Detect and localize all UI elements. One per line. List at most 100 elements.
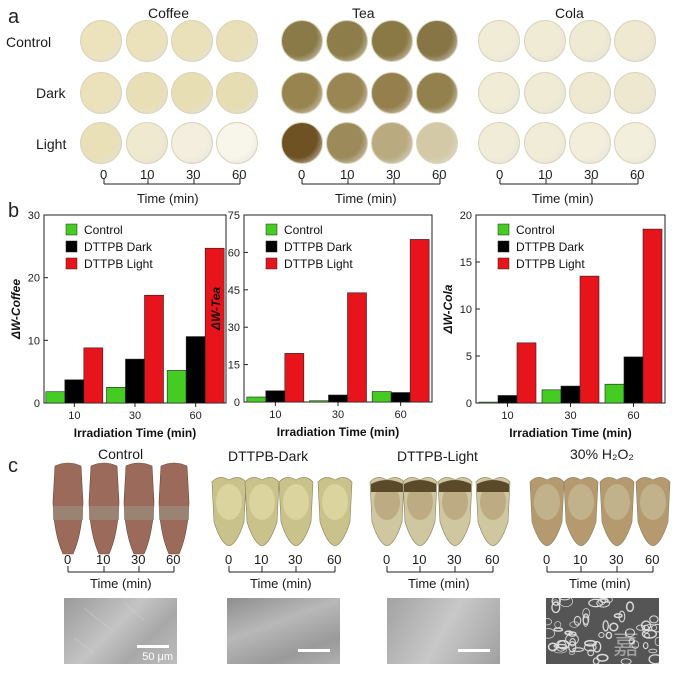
bar-dttpb-dark bbox=[623, 356, 644, 404]
cola-sample-disc bbox=[614, 20, 656, 62]
chart-2: 0 5 10 15 20 10 30 60 Irradiation Time (min) ΔW-C… bbox=[441, 210, 666, 440]
legend-swatch bbox=[65, 257, 78, 270]
coffee-sample-disc bbox=[171, 72, 213, 114]
dark-time-tick-label: 10 bbox=[254, 552, 269, 567]
cola-group-title: Cola bbox=[555, 5, 584, 21]
control-time-tick-label: 60 bbox=[166, 552, 181, 567]
y-tick-label: 15 bbox=[228, 360, 240, 372]
sem-image-h2o2: 嘉 bbox=[546, 598, 659, 664]
legend-label: Control bbox=[84, 223, 123, 237]
tea-sample-disc bbox=[371, 122, 413, 164]
tea-time-axis-label: Time (min) bbox=[335, 191, 397, 206]
y-axis-label: ΔW-Coffee bbox=[9, 279, 23, 340]
tooth-photo bbox=[244, 477, 280, 547]
bar-control bbox=[309, 400, 329, 403]
coffee-sample-disc bbox=[216, 72, 258, 114]
y-axis-label: ΔW-Cola bbox=[441, 284, 455, 334]
coffee-sample-disc bbox=[80, 20, 122, 62]
tea-time-tick-label: 60 bbox=[432, 167, 447, 182]
tooth-photo bbox=[369, 477, 405, 547]
bar-dttpb-light bbox=[347, 292, 367, 403]
tea-group-title: Tea bbox=[352, 5, 375, 21]
cola-sample-disc bbox=[614, 122, 656, 164]
y-tick-label: 10 bbox=[28, 335, 40, 347]
tooth-photo bbox=[158, 462, 190, 555]
dttpb-light-group-title: DTTPB-Light bbox=[397, 448, 478, 464]
scale-bar bbox=[137, 645, 169, 648]
x-tick-label: 10 bbox=[68, 410, 80, 422]
legend-swatch bbox=[497, 257, 510, 270]
bar-charts: 0 10 20 30 10 30 60 Irradiation Time (min) ΔW-Co… bbox=[9, 210, 666, 440]
tooth-photo bbox=[437, 477, 473, 547]
panel-a-label: a bbox=[8, 6, 20, 28]
bar-control bbox=[166, 370, 187, 404]
tooth-photo bbox=[52, 462, 84, 555]
tea-sample-disc bbox=[371, 72, 413, 114]
x-tick-label: 10 bbox=[269, 409, 281, 421]
coffee-time-tick-label: 10 bbox=[140, 167, 155, 182]
h2o2-time-tick-label: 0 bbox=[543, 552, 551, 567]
legend-label: DTTPB Light bbox=[516, 257, 585, 271]
tooth-photo bbox=[211, 477, 247, 547]
cola-sample-disc bbox=[524, 20, 566, 62]
coffee-sample-disc bbox=[126, 20, 168, 62]
x-tick-label: 30 bbox=[332, 409, 344, 421]
tooth-photo bbox=[123, 462, 155, 555]
tooth-photo bbox=[88, 462, 120, 555]
y-tick-label: 30 bbox=[28, 210, 40, 222]
coffee-sample-disc bbox=[80, 122, 122, 164]
legend-swatch bbox=[265, 223, 278, 236]
cola-time-tick-label: 10 bbox=[538, 167, 553, 182]
h2o2-group-title: 30% H₂O₂ bbox=[570, 446, 634, 462]
control-time-tick-label: 10 bbox=[96, 552, 111, 567]
bar-dttpb-light bbox=[204, 247, 225, 404]
bar-control bbox=[246, 396, 267, 403]
tooth-photo bbox=[278, 477, 314, 547]
cola-sample-disc bbox=[524, 122, 566, 164]
legend-label: Control bbox=[284, 223, 323, 237]
bar-dttpb-dark bbox=[390, 392, 411, 403]
y-tick-label: 5 bbox=[466, 351, 472, 363]
legend-swatch bbox=[497, 223, 510, 236]
h2o2-time-tick-label: 60 bbox=[645, 552, 660, 567]
tooth-photos bbox=[52, 462, 671, 555]
cola-sample-disc bbox=[569, 122, 611, 164]
tooth-photo bbox=[402, 477, 438, 547]
x-axis-label: Irradiation Time (min) bbox=[277, 425, 399, 439]
light-time-tick-label: 10 bbox=[412, 552, 427, 567]
y-tick-label: 20 bbox=[28, 273, 40, 285]
row-label-light: Light bbox=[36, 136, 67, 152]
row-label-dark: Dark bbox=[36, 85, 66, 101]
cola-sample-disc bbox=[569, 20, 611, 62]
y-tick-label: 0 bbox=[466, 398, 472, 410]
row-label-control: Control bbox=[6, 34, 52, 50]
coffee-time-axis-label: Time (min) bbox=[137, 191, 199, 206]
tooth-photo bbox=[563, 477, 599, 547]
bar-control bbox=[478, 401, 499, 404]
bar-dttpb-dark bbox=[328, 394, 348, 403]
bar-control bbox=[106, 387, 126, 404]
legend-swatch bbox=[65, 240, 78, 253]
panel-c-label: c bbox=[8, 455, 18, 477]
bar-dttpb-dark bbox=[560, 385, 581, 404]
panel-c-time-axes bbox=[67, 566, 654, 573]
panel-a-time-axes bbox=[103, 178, 639, 185]
y-tick-label: 30 bbox=[228, 322, 240, 334]
coffee-group-title: Coffee bbox=[148, 5, 189, 21]
x-tick-label: 30 bbox=[129, 410, 141, 422]
bar-dttpb-light bbox=[579, 275, 600, 404]
tea-time-tick-label: 0 bbox=[298, 167, 306, 182]
light-time-tick-label: 60 bbox=[485, 552, 500, 567]
dark-time-tick-label: 60 bbox=[327, 552, 342, 567]
bar-dttpb-dark bbox=[265, 390, 286, 403]
y-axis-label: ΔW-Tea bbox=[209, 287, 223, 331]
x-tick-label: 10 bbox=[501, 410, 513, 422]
x-tick-label: 30 bbox=[564, 410, 576, 422]
cola-sample-disc bbox=[478, 20, 520, 62]
y-tick-label: 0 bbox=[234, 397, 240, 409]
bar-dttpb-light bbox=[284, 353, 305, 403]
coffee-sample-disc bbox=[126, 72, 168, 114]
y-tick-label: 75 bbox=[228, 210, 240, 222]
coffee-time-tick-label: 30 bbox=[186, 167, 201, 182]
legend-label: DTTPB Dark bbox=[284, 240, 353, 254]
